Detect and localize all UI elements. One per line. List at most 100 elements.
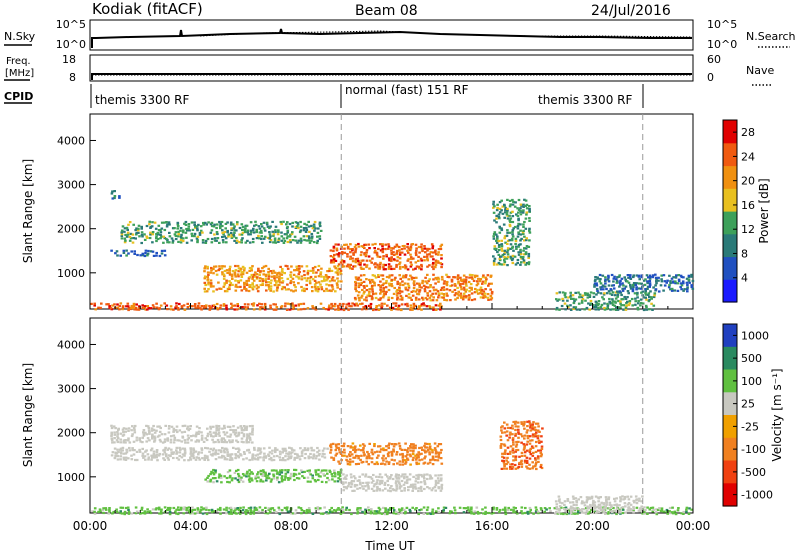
power-echo-cell — [670, 289, 674, 292]
vel-echo-cell — [186, 425, 190, 428]
power-echo-cell — [130, 250, 133, 253]
power-echo-cell — [398, 290, 402, 293]
power-echo-cell — [239, 279, 243, 282]
power-echo-cell — [516, 225, 520, 228]
power-echo-cell — [485, 278, 488, 281]
vel-echo-cell — [440, 487, 444, 490]
power-echo-cell — [648, 274, 652, 277]
vel-echo-cell — [135, 458, 139, 462]
power-echo-cell — [492, 255, 495, 258]
cpid-label: CPID — [4, 90, 33, 103]
vel-echo-cell — [261, 474, 264, 478]
vel-echo-cell — [205, 438, 209, 442]
power-echo-cell — [219, 227, 222, 230]
power-echo-cell — [286, 267, 290, 270]
power-echo-cell — [170, 237, 174, 240]
vel-echo-cell — [334, 444, 338, 447]
vel-echo-cell — [274, 510, 278, 514]
power-echo-cell — [169, 308, 173, 311]
x-tick-label: 04:00 — [173, 519, 208, 533]
power-echo-cell — [399, 295, 403, 298]
vel-echo-cell — [366, 483, 369, 486]
power-echo-cell — [265, 281, 268, 284]
power-echo-cell — [93, 304, 96, 307]
vel-echo-cell — [272, 473, 275, 476]
vel-echo-cell — [397, 442, 401, 445]
vel-echo-cell — [372, 512, 376, 515]
vel-echo-cell — [492, 508, 495, 511]
vel-echo-cell — [284, 475, 287, 478]
power-echo-cell — [517, 243, 521, 246]
vel-echo-cell — [233, 433, 237, 436]
power-echo-cell — [282, 237, 285, 240]
vel-echo-cell — [338, 475, 342, 478]
power-echo-cell — [350, 305, 353, 308]
vel-echo-cell — [249, 512, 252, 515]
power-echo-cell — [371, 243, 374, 246]
vel-echo-cell — [613, 503, 616, 507]
power-echo-cell — [229, 281, 233, 285]
power-echo-cell — [395, 253, 398, 256]
vel-echo-cell — [263, 455, 266, 458]
power-echo-cell — [509, 203, 512, 206]
power-echo-cell — [432, 286, 435, 289]
power-echo-cell — [440, 243, 444, 246]
vel-echo-cell — [350, 483, 354, 486]
power-echo-cell — [360, 259, 363, 262]
vel-echo-cell — [517, 431, 520, 434]
power-echo-cell — [310, 235, 314, 238]
vel-echo-cell — [120, 512, 124, 515]
vel-echo-cell — [439, 479, 443, 482]
vel-echo-cell — [637, 499, 641, 502]
vel-echo-cell — [384, 473, 387, 476]
vel-echo-cell — [239, 454, 243, 457]
vel-echo-cell — [411, 485, 414, 488]
power-echo-cell — [295, 267, 299, 271]
power-echo-cell — [506, 231, 509, 234]
vel-echo-cell — [387, 461, 391, 464]
vel-echo-cell — [373, 483, 376, 486]
power-echo-cell — [278, 278, 281, 281]
power-echo-cell — [434, 249, 437, 252]
vel-echo-cell — [93, 507, 97, 510]
power-echo-cell — [456, 292, 459, 295]
power-echo-cell — [336, 286, 339, 289]
power-echo-cell — [368, 290, 371, 293]
vel-echo-cell — [153, 431, 157, 434]
power-echo-cell — [233, 308, 237, 311]
vel-echo-cell — [341, 481, 345, 484]
vel-echo-cell — [440, 477, 443, 480]
vel-echo-cell — [331, 478, 334, 481]
vel-echo-cell — [236, 426, 240, 429]
vel-echo-cell — [230, 508, 233, 511]
power-echo-cell — [256, 276, 259, 279]
vel-echo-cell — [189, 425, 192, 428]
power-echo-cell — [608, 300, 611, 303]
power-echo-cell — [230, 236, 234, 239]
power-echo-cell — [521, 256, 525, 259]
vel-echo-cell — [345, 474, 348, 477]
vel-echo-cell — [605, 501, 609, 504]
vel-echo-cell — [267, 508, 270, 511]
power-echo-cell — [226, 231, 229, 234]
power-echo-cell — [163, 228, 167, 232]
vel-echo-cell — [271, 507, 275, 510]
vel-echo-cell — [253, 506, 257, 509]
power-echo-cell — [418, 290, 421, 293]
vel-echo-cell — [321, 455, 324, 458]
vel-echo-cell — [291, 512, 295, 515]
power-echo-cell — [257, 267, 260, 270]
power-echo-cell — [277, 237, 281, 240]
power-echo-cell — [397, 306, 400, 310]
power-echo-cell — [256, 290, 260, 293]
power-echo-cell — [404, 274, 408, 277]
power-echo-cell — [503, 257, 507, 260]
power-echo-cell — [236, 285, 239, 289]
vel-echo-cell — [124, 458, 128, 461]
vel-echo-cell — [535, 431, 538, 434]
vel-echo-cell — [141, 447, 144, 450]
power-echo-cell — [516, 207, 519, 210]
power-echo-cell — [412, 276, 416, 280]
vel-echo-cell — [417, 489, 420, 493]
